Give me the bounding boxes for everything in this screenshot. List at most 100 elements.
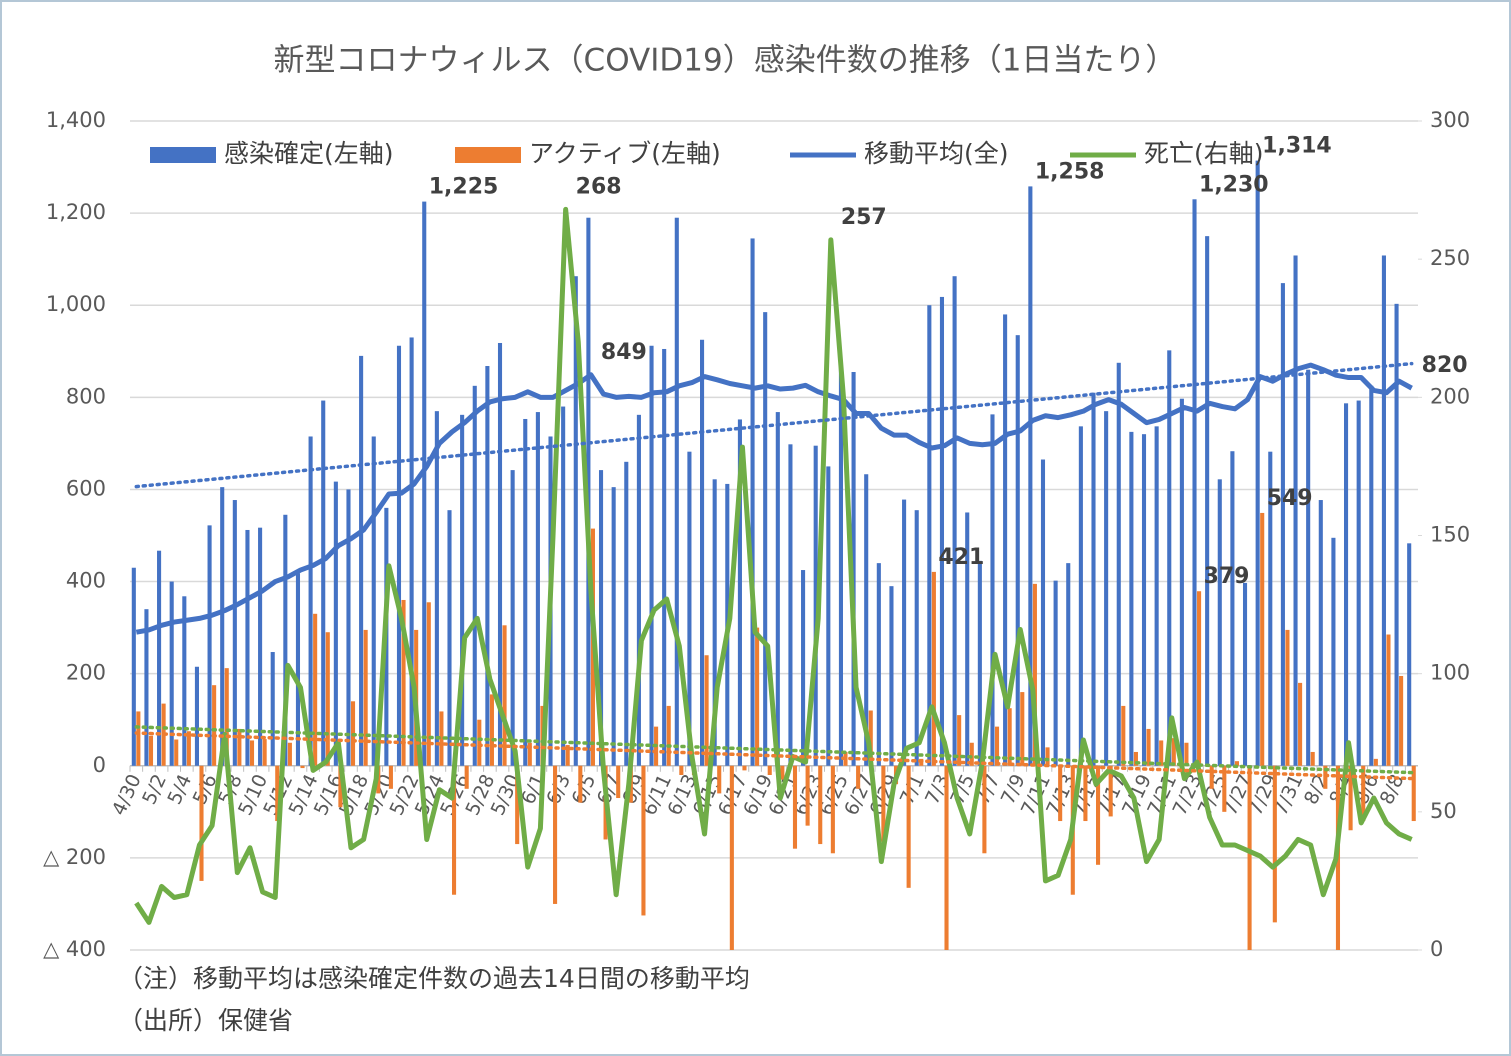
bar bbox=[447, 510, 452, 766]
bar bbox=[881, 765, 886, 842]
legend-label: 移動平均(全) bbox=[864, 139, 1009, 168]
data-label: 257 bbox=[841, 205, 887, 230]
bar bbox=[704, 655, 709, 766]
bar bbox=[194, 666, 199, 766]
bar bbox=[598, 470, 604, 766]
y-tick-label: 1,200 bbox=[46, 200, 106, 224]
bar bbox=[1154, 426, 1159, 766]
y-tick-label: △ 400 bbox=[43, 937, 106, 961]
bar bbox=[856, 765, 861, 789]
bar bbox=[700, 339, 705, 766]
bar bbox=[755, 627, 760, 766]
bar bbox=[662, 348, 667, 766]
bar bbox=[982, 765, 987, 854]
bar bbox=[679, 765, 684, 775]
bar bbox=[805, 765, 810, 826]
bar bbox=[813, 445, 818, 766]
bar bbox=[1108, 765, 1113, 817]
bar bbox=[1032, 583, 1037, 766]
bar bbox=[212, 685, 217, 766]
bar bbox=[1040, 459, 1046, 766]
bar bbox=[359, 355, 364, 766]
bar bbox=[1323, 765, 1328, 789]
bar bbox=[477, 719, 482, 766]
bar bbox=[952, 276, 957, 766]
bar bbox=[1066, 563, 1071, 766]
bar bbox=[460, 414, 465, 766]
bar bbox=[1280, 283, 1285, 766]
bar bbox=[931, 571, 936, 766]
bar bbox=[207, 525, 212, 766]
bar bbox=[220, 487, 225, 766]
bar bbox=[1096, 765, 1101, 865]
data-label: 1,258 bbox=[1035, 159, 1105, 184]
bar bbox=[1015, 335, 1020, 766]
bar bbox=[275, 765, 280, 822]
bar bbox=[439, 711, 444, 766]
bar bbox=[957, 715, 962, 766]
bar bbox=[1167, 350, 1172, 766]
bar bbox=[472, 385, 477, 766]
bar bbox=[1255, 160, 1260, 766]
bar bbox=[199, 765, 204, 881]
bar bbox=[1003, 314, 1008, 766]
bar bbox=[1285, 629, 1290, 766]
bar bbox=[144, 609, 149, 766]
bar bbox=[838, 360, 843, 766]
bar bbox=[1045, 747, 1050, 766]
bar bbox=[1230, 451, 1235, 766]
bar bbox=[767, 765, 772, 775]
legend-label: アクティブ(左軸) bbox=[529, 139, 721, 168]
bar bbox=[174, 739, 179, 766]
bar bbox=[792, 765, 798, 849]
bar bbox=[1146, 728, 1151, 766]
bar bbox=[851, 372, 856, 766]
bar bbox=[889, 586, 894, 766]
bar bbox=[578, 765, 583, 803]
bar bbox=[586, 217, 591, 766]
bar bbox=[426, 602, 431, 766]
y-tick-label: 400 bbox=[66, 569, 106, 593]
bar bbox=[641, 765, 646, 916]
bar bbox=[729, 765, 734, 950]
bar bbox=[573, 276, 578, 766]
bar bbox=[1083, 765, 1088, 822]
bar bbox=[515, 765, 520, 845]
bar bbox=[1197, 591, 1202, 766]
bar bbox=[1260, 512, 1265, 766]
bar bbox=[497, 342, 503, 766]
y-tick-label: 800 bbox=[66, 384, 106, 408]
bar bbox=[763, 312, 768, 766]
y2-tick-label: 50 bbox=[1430, 799, 1457, 823]
bar bbox=[1020, 692, 1025, 766]
bar bbox=[649, 345, 654, 766]
bar bbox=[826, 466, 831, 766]
bar bbox=[944, 765, 949, 950]
bar bbox=[371, 436, 376, 766]
bar bbox=[1053, 580, 1058, 766]
bar bbox=[1369, 385, 1374, 766]
note: （注）移動平均は感染確定件数の過去14日間の移動平均 bbox=[118, 964, 750, 993]
bar bbox=[262, 739, 267, 766]
bar bbox=[313, 613, 318, 766]
bar bbox=[258, 527, 263, 766]
bar bbox=[325, 632, 330, 766]
data-label: 849 bbox=[601, 340, 647, 365]
bar bbox=[1129, 431, 1134, 766]
bar bbox=[1007, 708, 1012, 766]
bar bbox=[1078, 426, 1083, 766]
bar bbox=[1192, 199, 1197, 766]
bar bbox=[510, 470, 515, 766]
bar bbox=[1386, 634, 1391, 766]
bar bbox=[300, 765, 305, 769]
bar bbox=[169, 581, 174, 766]
bar bbox=[927, 305, 932, 766]
data-label: 1,230 bbox=[1199, 172, 1269, 197]
data-label: 1,314 bbox=[1262, 134, 1332, 159]
bar bbox=[333, 481, 338, 766]
bar bbox=[1217, 479, 1222, 766]
bar bbox=[295, 573, 301, 766]
bar bbox=[321, 400, 326, 766]
bar bbox=[616, 765, 621, 799]
